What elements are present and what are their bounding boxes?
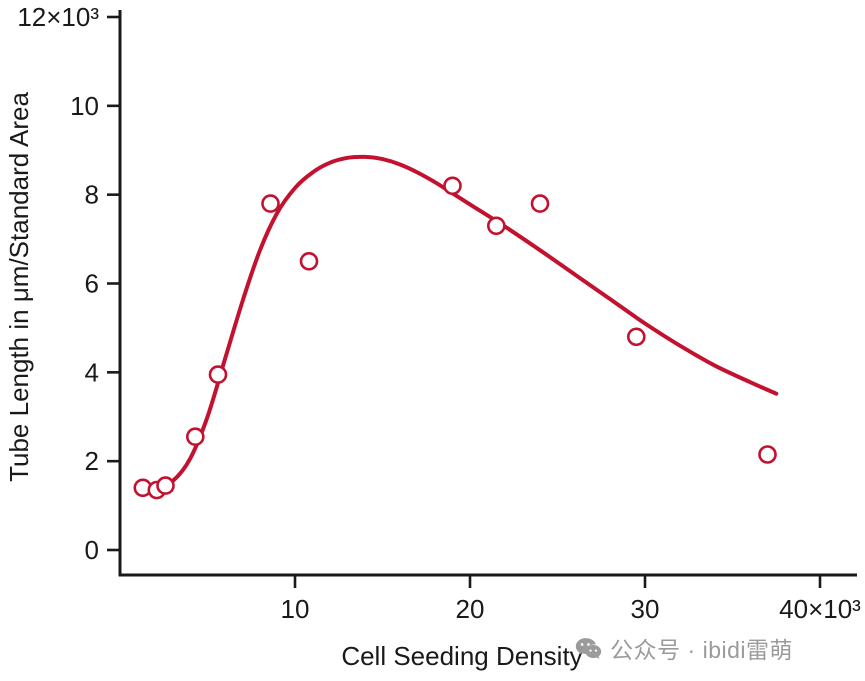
axes-layer: 0 2 4 6 8 10 12×10³ 10 20 30 40×10³ — [17, 2, 861, 624]
data-point — [186, 427, 205, 447]
y-tick-label: 6 — [85, 269, 99, 299]
x-axis-title: Cell Seeding Density — [341, 641, 582, 671]
y-tick-label: 8 — [85, 180, 99, 210]
wechat-icon — [575, 637, 602, 660]
x-tick-label: 30 — [631, 594, 660, 624]
x-tick-label: 10 — [281, 594, 310, 624]
data-point — [758, 445, 777, 464]
data-point — [530, 194, 550, 213]
data-point — [156, 476, 175, 495]
y-tick-label: 2 — [85, 446, 99, 476]
y-tick-label: 4 — [85, 357, 99, 387]
y-tick-label: 0 — [85, 535, 99, 565]
y-tick-label: 12×10³ — [17, 2, 99, 32]
y-tick-label: 10 — [70, 91, 99, 121]
data-point — [261, 194, 280, 213]
data-point — [299, 251, 319, 271]
data-point — [443, 176, 462, 196]
data-point — [208, 365, 228, 384]
watermark: 公众号 · ibidi雷萌 — [575, 631, 793, 665]
plot-layer — [133, 154, 779, 500]
data-point — [626, 327, 646, 347]
x-tick-label: 20 — [456, 594, 485, 624]
x-tick-label: 40×10³ — [779, 594, 861, 624]
fit-curve — [135, 154, 779, 491]
data-point — [486, 216, 506, 236]
y-axis-title: Tube Length in μm/Standard Area — [4, 92, 34, 482]
watermark-text: 公众号 · ibidi雷萌 — [610, 637, 793, 663]
